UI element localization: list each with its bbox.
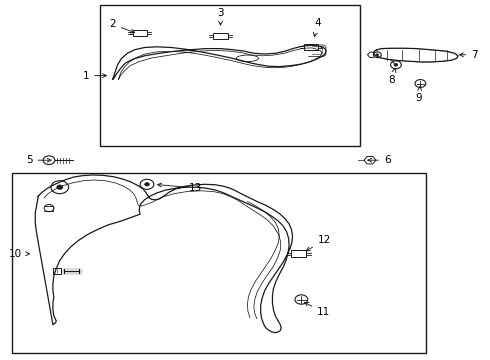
Text: 2: 2 (109, 19, 135, 33)
Text: 4: 4 (314, 18, 321, 37)
Circle shape (376, 54, 379, 56)
Text: 1: 1 (82, 71, 106, 81)
Text: 5: 5 (26, 155, 51, 165)
Text: 13: 13 (158, 183, 202, 193)
Bar (100, 5, 360, 146)
Text: 9: 9 (416, 86, 422, 103)
Text: 7: 7 (460, 50, 478, 60)
Circle shape (394, 63, 398, 66)
Text: 3: 3 (217, 8, 224, 25)
Bar (53, 268, 61, 274)
Circle shape (145, 183, 149, 186)
Circle shape (57, 185, 63, 189)
Text: 11: 11 (305, 302, 330, 318)
Text: 12: 12 (306, 235, 331, 251)
Text: 6: 6 (368, 155, 391, 165)
Text: 8: 8 (389, 68, 396, 85)
Text: 10: 10 (9, 249, 29, 259)
Bar (12, 173, 426, 353)
